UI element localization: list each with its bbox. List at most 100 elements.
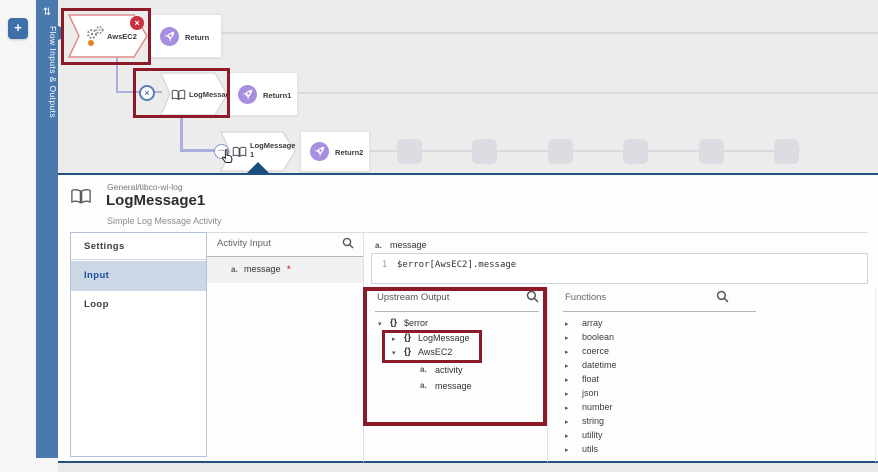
- string-type-icon: a.: [420, 365, 427, 374]
- function-label: array: [582, 318, 603, 328]
- divider: [207, 232, 868, 233]
- return2-node[interactable]: Return2: [300, 131, 370, 172]
- function-label: utils: [582, 444, 599, 454]
- field-name: message: [244, 264, 281, 274]
- function-item-datetime[interactable]: ▸ datetime: [563, 359, 763, 373]
- search-icon[interactable]: [342, 236, 354, 254]
- annotation-box-upstream: [363, 287, 547, 426]
- node-label: Return2: [335, 148, 364, 157]
- tree-expanded-icon[interactable]: ▾: [392, 350, 396, 357]
- placeholder-activity-slot[interactable]: [397, 139, 422, 164]
- tree-expanded-icon[interactable]: ▾: [378, 321, 382, 328]
- tree-collapsed-icon[interactable]: ▸: [565, 377, 569, 384]
- bottom-strip: [58, 463, 878, 472]
- divider: [207, 256, 363, 257]
- divider: [563, 311, 756, 312]
- activity-input-search[interactable]: Activity Input: [217, 238, 271, 249]
- tree-label: $error: [404, 318, 429, 328]
- search-icon[interactable]: [526, 290, 539, 308]
- node-label: LogMessage: [189, 90, 235, 99]
- mouse-cursor-icon: [221, 149, 234, 169]
- rail-title: Flow Inputs & Outputs: [48, 26, 58, 119]
- function-item-array[interactable]: ▸ array: [563, 317, 763, 331]
- connector-to-logmessage1: [180, 149, 222, 152]
- placeholder-activity-slot[interactable]: [548, 139, 573, 164]
- tab-loop[interactable]: Loop: [84, 299, 109, 310]
- tree-collapsed-icon[interactable]: ▸: [565, 335, 569, 342]
- activity-detail-panel: General/tibco-wi-log LogMessage1 Simple …: [58, 173, 878, 463]
- tab-input[interactable]: Input: [71, 261, 206, 291]
- function-label: datetime: [582, 360, 617, 370]
- divider: [375, 311, 539, 312]
- placeholder-activity-slot[interactable]: [774, 139, 799, 164]
- tree-collapsed-icon[interactable]: ▸: [565, 349, 569, 356]
- placeholder-activity-slot[interactable]: [472, 139, 497, 164]
- function-item-string[interactable]: ▸ string: [563, 415, 763, 429]
- node-label: LogMessage1: [250, 141, 296, 159]
- function-item-json[interactable]: ▸ json: [563, 387, 763, 401]
- divider: [875, 288, 876, 462]
- required-asterisk: *: [287, 264, 291, 274]
- function-item-boolean[interactable]: ▸ boolean: [563, 331, 763, 345]
- rocket-icon: [160, 27, 179, 46]
- functions-search[interactable]: Functions: [565, 292, 607, 303]
- placeholder-activity-slot[interactable]: [699, 139, 724, 164]
- function-item-coerce[interactable]: ▸ coerce: [563, 345, 763, 359]
- flow-io-rail[interactable]: ⇅ Flow Inputs & Outputs: [36, 0, 58, 458]
- input-field-row[interactable]: a. message *: [207, 257, 363, 283]
- connector-awsec2-down: [116, 57, 118, 93]
- tree-collapsed-icon[interactable]: ▸: [565, 419, 569, 426]
- function-label: number: [582, 402, 613, 412]
- object-braces-icon: {}: [404, 346, 412, 356]
- tab-list: Settings Input Loop: [70, 232, 207, 457]
- book-icon: [70, 188, 92, 210]
- upstream-output-search[interactable]: Upstream Output: [377, 292, 450, 303]
- tree-collapsed-icon[interactable]: ▸: [392, 336, 396, 343]
- mapper-field-name: message: [390, 240, 427, 250]
- function-label: string: [582, 416, 605, 426]
- tree-collapsed-icon[interactable]: ▸: [565, 405, 569, 412]
- string-type-icon: a.: [375, 241, 382, 250]
- placeholder-activity-slot[interactable]: [623, 139, 648, 164]
- suppress-error-icon[interactable]: ×: [139, 85, 155, 101]
- return-node[interactable]: Return: [150, 14, 222, 58]
- activity-node-logmessage1[interactable]: LogMessage1: [220, 131, 296, 172]
- tree-collapsed-icon[interactable]: ▸: [565, 363, 569, 370]
- function-label: utility: [582, 430, 603, 440]
- function-item-float[interactable]: ▸ float: [563, 373, 763, 387]
- branch-line-1: [222, 32, 878, 34]
- node-label: Return: [185, 33, 210, 42]
- tree-collapsed-icon[interactable]: ▸: [565, 321, 569, 328]
- expression-editor[interactable]: 1 $error[AwsEC2].message: [371, 253, 868, 284]
- book-icon: [171, 88, 186, 106]
- function-label: float: [582, 374, 600, 384]
- tree-collapsed-icon[interactable]: ▸: [565, 433, 569, 440]
- function-label: boolean: [582, 332, 615, 342]
- node-label: Return1: [263, 91, 292, 100]
- annotation-box-awsec2: [61, 8, 151, 65]
- string-type-icon: a.: [420, 381, 427, 390]
- gears-icon: [85, 25, 105, 47]
- node-label: AwsEC2: [107, 32, 137, 41]
- tab-settings[interactable]: Settings: [71, 233, 206, 260]
- add-button[interactable]: +: [8, 18, 28, 39]
- search-icon[interactable]: [716, 290, 729, 308]
- tree-label: AwsEC2: [418, 347, 453, 357]
- annotation-box-logmessage: [133, 68, 230, 118]
- tree-label: message: [435, 381, 472, 391]
- line-number: 1: [382, 260, 388, 270]
- function-item-utils[interactable]: ▸ utils: [563, 443, 763, 457]
- rocket-icon: [310, 142, 329, 161]
- function-item-number[interactable]: ▸ number: [563, 401, 763, 415]
- error-badge-icon[interactable]: ×: [130, 16, 144, 30]
- page-title: LogMessage1: [106, 192, 206, 209]
- tree-collapsed-icon[interactable]: ▸: [565, 391, 569, 398]
- tree-collapsed-icon[interactable]: ▸: [565, 447, 569, 454]
- expression-code: $error[AwsEC2].message: [397, 260, 517, 270]
- activity-node-awsec2[interactable]: AwsEC2: [68, 14, 148, 58]
- connector-logmessage-down: [180, 114, 183, 151]
- return1-node[interactable]: Return1: [228, 72, 298, 116]
- function-item-utility[interactable]: ▸ utility: [563, 429, 763, 443]
- book-icon: [232, 145, 247, 163]
- tree-label: activity: [435, 365, 463, 375]
